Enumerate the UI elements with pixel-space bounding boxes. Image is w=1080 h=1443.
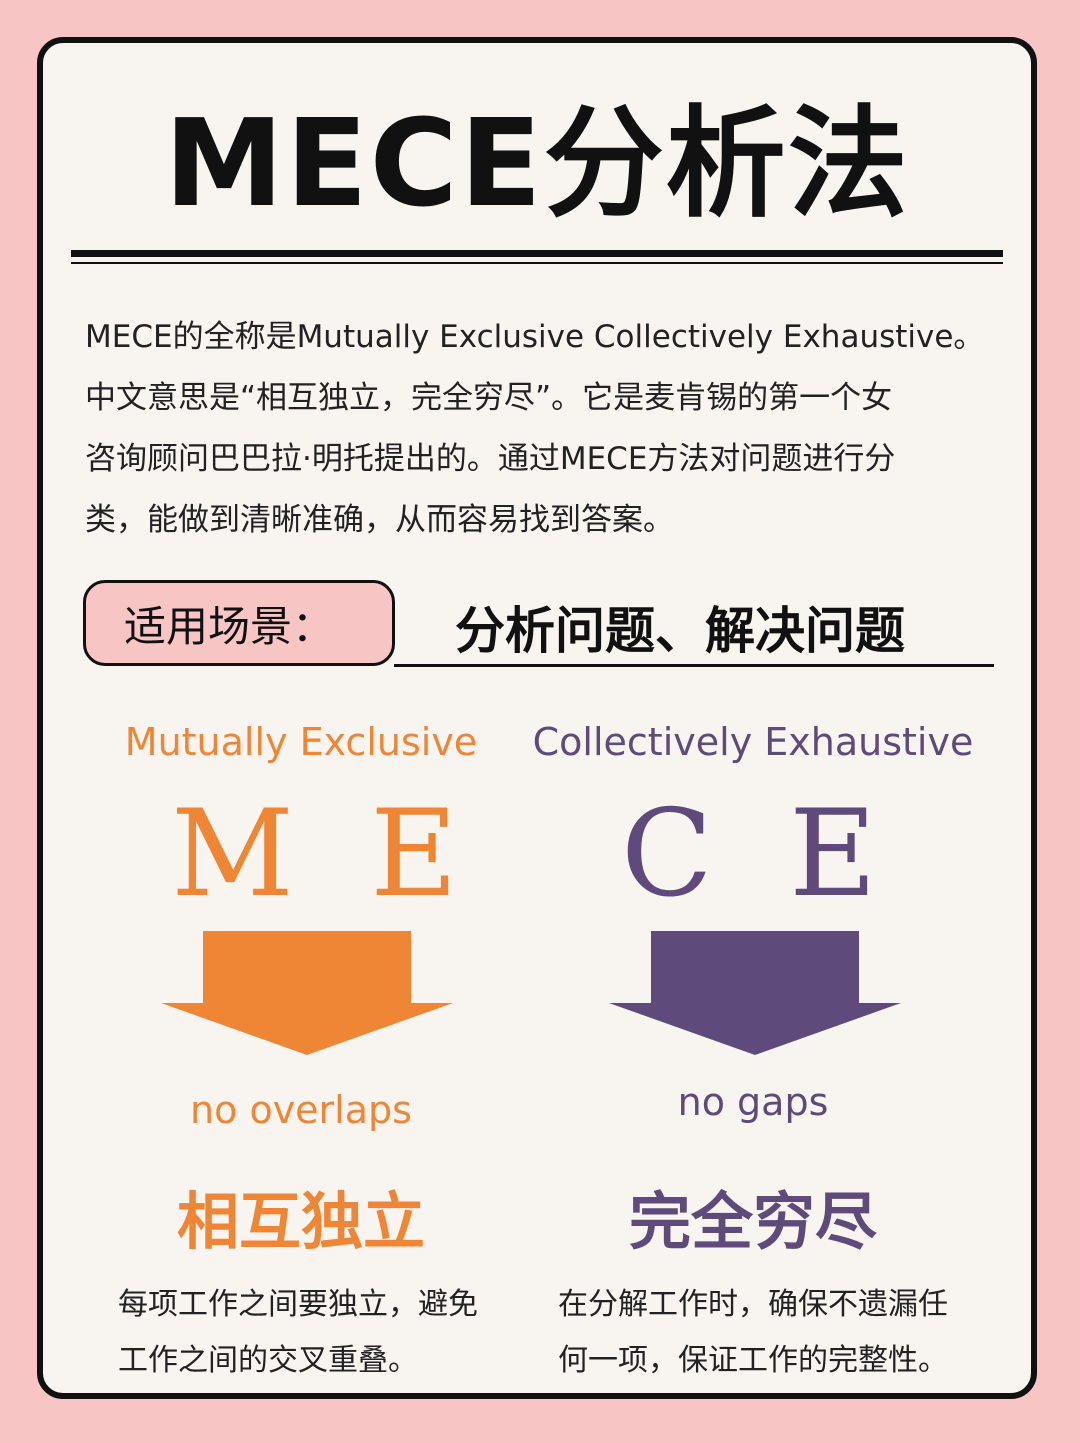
collectively-exhaustive-column: Collectively Exhaustive bbox=[523, 723, 983, 761]
scene-label: 适用场景： bbox=[83, 580, 395, 666]
collectively-exhaustive-heading: Collectively Exhaustive bbox=[532, 720, 974, 764]
ce-letters: C E bbox=[621, 785, 877, 924]
mutually-exclusive-column: Mutually Exclusive bbox=[71, 723, 531, 761]
mutually-exclusive-heading: Mutually Exclusive bbox=[124, 720, 478, 764]
down-arrow-icon bbox=[161, 931, 453, 1055]
intro-paragraph: MECE的全称是Mutually Exclusive Collectively … bbox=[85, 307, 1009, 551]
collectively-exhaustive-cn-title: 完全穷尽 bbox=[628, 1185, 877, 1258]
collectively-exhaustive-desc: 在分解工作时，确保不遗漏任 何一项，保证工作的完整性。 bbox=[558, 1277, 948, 1389]
mutually-exclusive-cn-title: 相互独立 bbox=[176, 1185, 425, 1258]
me-letters: M E bbox=[171, 785, 458, 924]
intro-line-1: MECE的全称是Mutually Exclusive Collectively … bbox=[85, 319, 985, 355]
mutually-exclusive-desc-line-2: 工作之间的交叉重叠。 bbox=[118, 1343, 418, 1378]
scene-value: 分析问题、解决问题 bbox=[455, 602, 905, 660]
intro-line-2: 中文意思是“相互独立，完全穷尽”。它是麦肯锡的第一个女 bbox=[85, 380, 893, 416]
title-rule-thick bbox=[71, 250, 1003, 257]
no-overlaps-label: no overlaps bbox=[190, 1088, 412, 1132]
title-rule-thin bbox=[71, 262, 1003, 264]
no-gaps-label: no gaps bbox=[677, 1080, 829, 1124]
mutually-exclusive-desc-line-1: 每项工作之间要独立，避免 bbox=[118, 1287, 478, 1322]
intro-line-4: 类，能做到清晰准确，从而容易找到答案。 bbox=[85, 502, 674, 538]
mece-card: MECE分析法 MECE的全称是Mutually Exclusive Colle… bbox=[37, 37, 1037, 1399]
collectively-exhaustive-desc-line-2: 何一项，保证工作的完整性。 bbox=[558, 1343, 948, 1378]
collectively-exhaustive-desc-line-1: 在分解工作时，确保不遗漏任 bbox=[558, 1287, 948, 1322]
page-title: MECE分析法 bbox=[164, 95, 910, 234]
mutually-exclusive-desc: 每项工作之间要独立，避免 工作之间的交叉重叠。 bbox=[118, 1277, 478, 1389]
intro-line-3: 咨询顾问巴巴拉·明托提出的。通过MECE方法对问题进行分 bbox=[85, 441, 896, 477]
scene-underline bbox=[394, 664, 994, 667]
down-arrow-icon bbox=[609, 931, 901, 1055]
